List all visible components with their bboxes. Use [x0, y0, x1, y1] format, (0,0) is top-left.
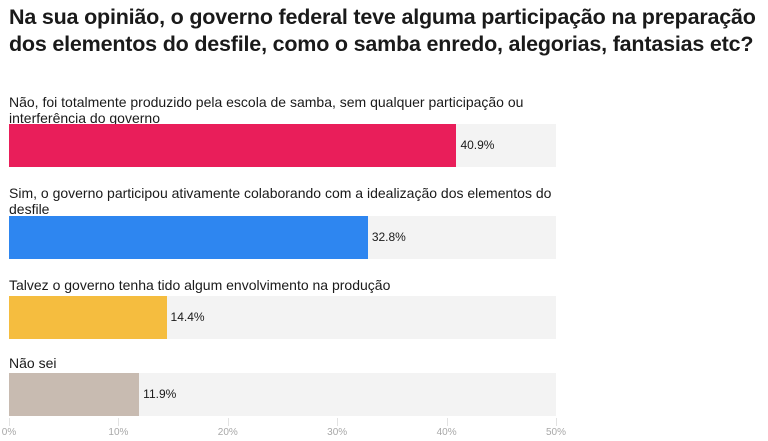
bar-value-label: 40.9% [460, 138, 495, 152]
category-label: Talvez o governo tenha tido algum envolv… [9, 277, 391, 293]
x-tick-label: 20% [217, 427, 238, 438]
x-tick-label: 50% [545, 427, 567, 438]
bar-track: 14.4% [9, 296, 556, 339]
bar [9, 216, 368, 259]
category-label: Não, foi totalmente produzido pela escol… [9, 94, 524, 126]
x-tick-label: 0% [1, 427, 17, 438]
bar [9, 296, 167, 339]
chart-title: Na sua opinião, o governo federal teve a… [9, 5, 756, 56]
category-label: Sim, o governo participou ativamente col… [9, 185, 552, 217]
bar-value-label: 14.4% [170, 310, 205, 324]
x-gridline [446, 418, 448, 426]
bar [9, 373, 140, 416]
bar-value-label: 11.9% [143, 387, 177, 401]
bar [9, 124, 457, 167]
x-gridline [337, 418, 339, 426]
bar-track: 32.8% [9, 216, 556, 259]
x-tick-label: 30% [327, 427, 348, 438]
x-gridline [9, 418, 10, 426]
x-tick-label: 10% [108, 427, 129, 438]
x-gridline [118, 418, 120, 426]
x-gridline [227, 418, 229, 426]
x-tick-label: 40% [436, 427, 457, 438]
category-label: Não sei [9, 355, 57, 371]
bar-value-label: 32.8% [371, 230, 406, 244]
bar-track: 11.9% [9, 373, 556, 416]
x-gridline [556, 418, 557, 426]
bar-track: 40.9% [9, 124, 556, 167]
